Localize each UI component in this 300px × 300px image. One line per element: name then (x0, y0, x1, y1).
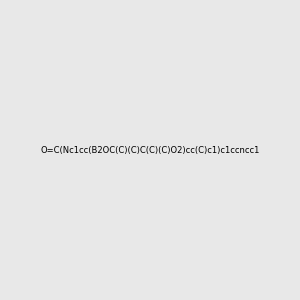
Text: O=C(Nc1cc(B2OC(C)(C)C(C)(C)O2)cc(C)c1)c1ccncc1: O=C(Nc1cc(B2OC(C)(C)C(C)(C)O2)cc(C)c1)c1… (40, 146, 260, 154)
